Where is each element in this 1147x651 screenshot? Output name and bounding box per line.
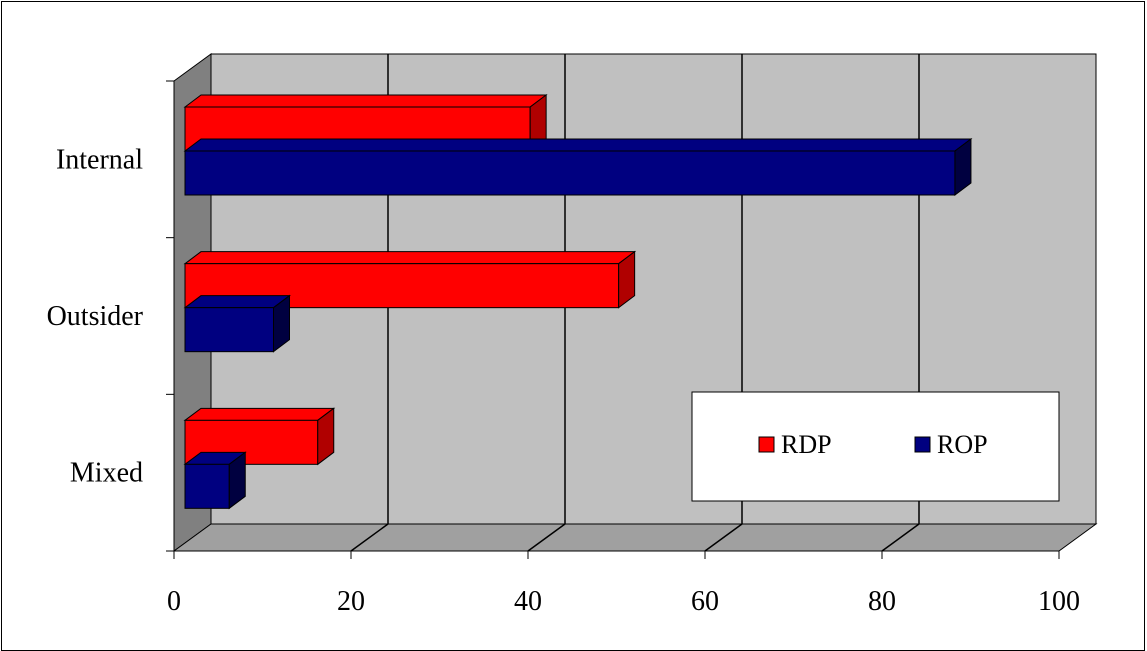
bar-rdp-outsider [183, 250, 637, 309]
gridline-floor [704, 523, 743, 552]
legend: RDP ROP [691, 391, 1060, 502]
bar-end [618, 250, 636, 309]
legend-swatch-rop [914, 436, 931, 453]
value-tick-label: 0 [167, 586, 181, 617]
floor [172, 523, 1098, 552]
bar-end [954, 138, 972, 196]
bar-rop-internal [183, 138, 973, 196]
value-tick-label: 60 [691, 586, 719, 617]
gridline-floor [527, 523, 566, 552]
gridline-floor [881, 523, 920, 552]
value-tick-label: 20 [337, 586, 365, 617]
legend-label-rop: ROP [937, 430, 988, 459]
bar-rop-outsider [183, 294, 291, 353]
bar-end [273, 294, 290, 353]
bars [183, 94, 973, 510]
legend-swatch-rdp [758, 436, 775, 453]
category-axis: Internal Outsider Mixed [47, 80, 175, 552]
category-label: Mixed [70, 458, 143, 489]
value-tick-label: 100 [1038, 586, 1080, 617]
category-label: Internal [56, 144, 143, 175]
value-axis: 0 20 40 60 80 100 [167, 550, 1080, 617]
bar-front [184, 463, 230, 509]
bar-top [183, 138, 973, 152]
bar-top [183, 407, 336, 421]
gridline-floor [350, 523, 389, 552]
legend-label-rdp: RDP [781, 430, 832, 459]
value-tick-label: 40 [514, 586, 542, 617]
category-label: Outsider [47, 301, 144, 332]
bar-end [228, 451, 246, 510]
legend-box [691, 391, 1060, 502]
bar-end [317, 407, 335, 466]
bar-top [183, 94, 548, 108]
bar-front [184, 307, 274, 353]
value-tick-label: 80 [868, 586, 896, 617]
bar-top [183, 295, 291, 309]
bar-top [183, 251, 637, 265]
bar-front [184, 150, 956, 196]
bar-rop-mixed [183, 451, 247, 510]
